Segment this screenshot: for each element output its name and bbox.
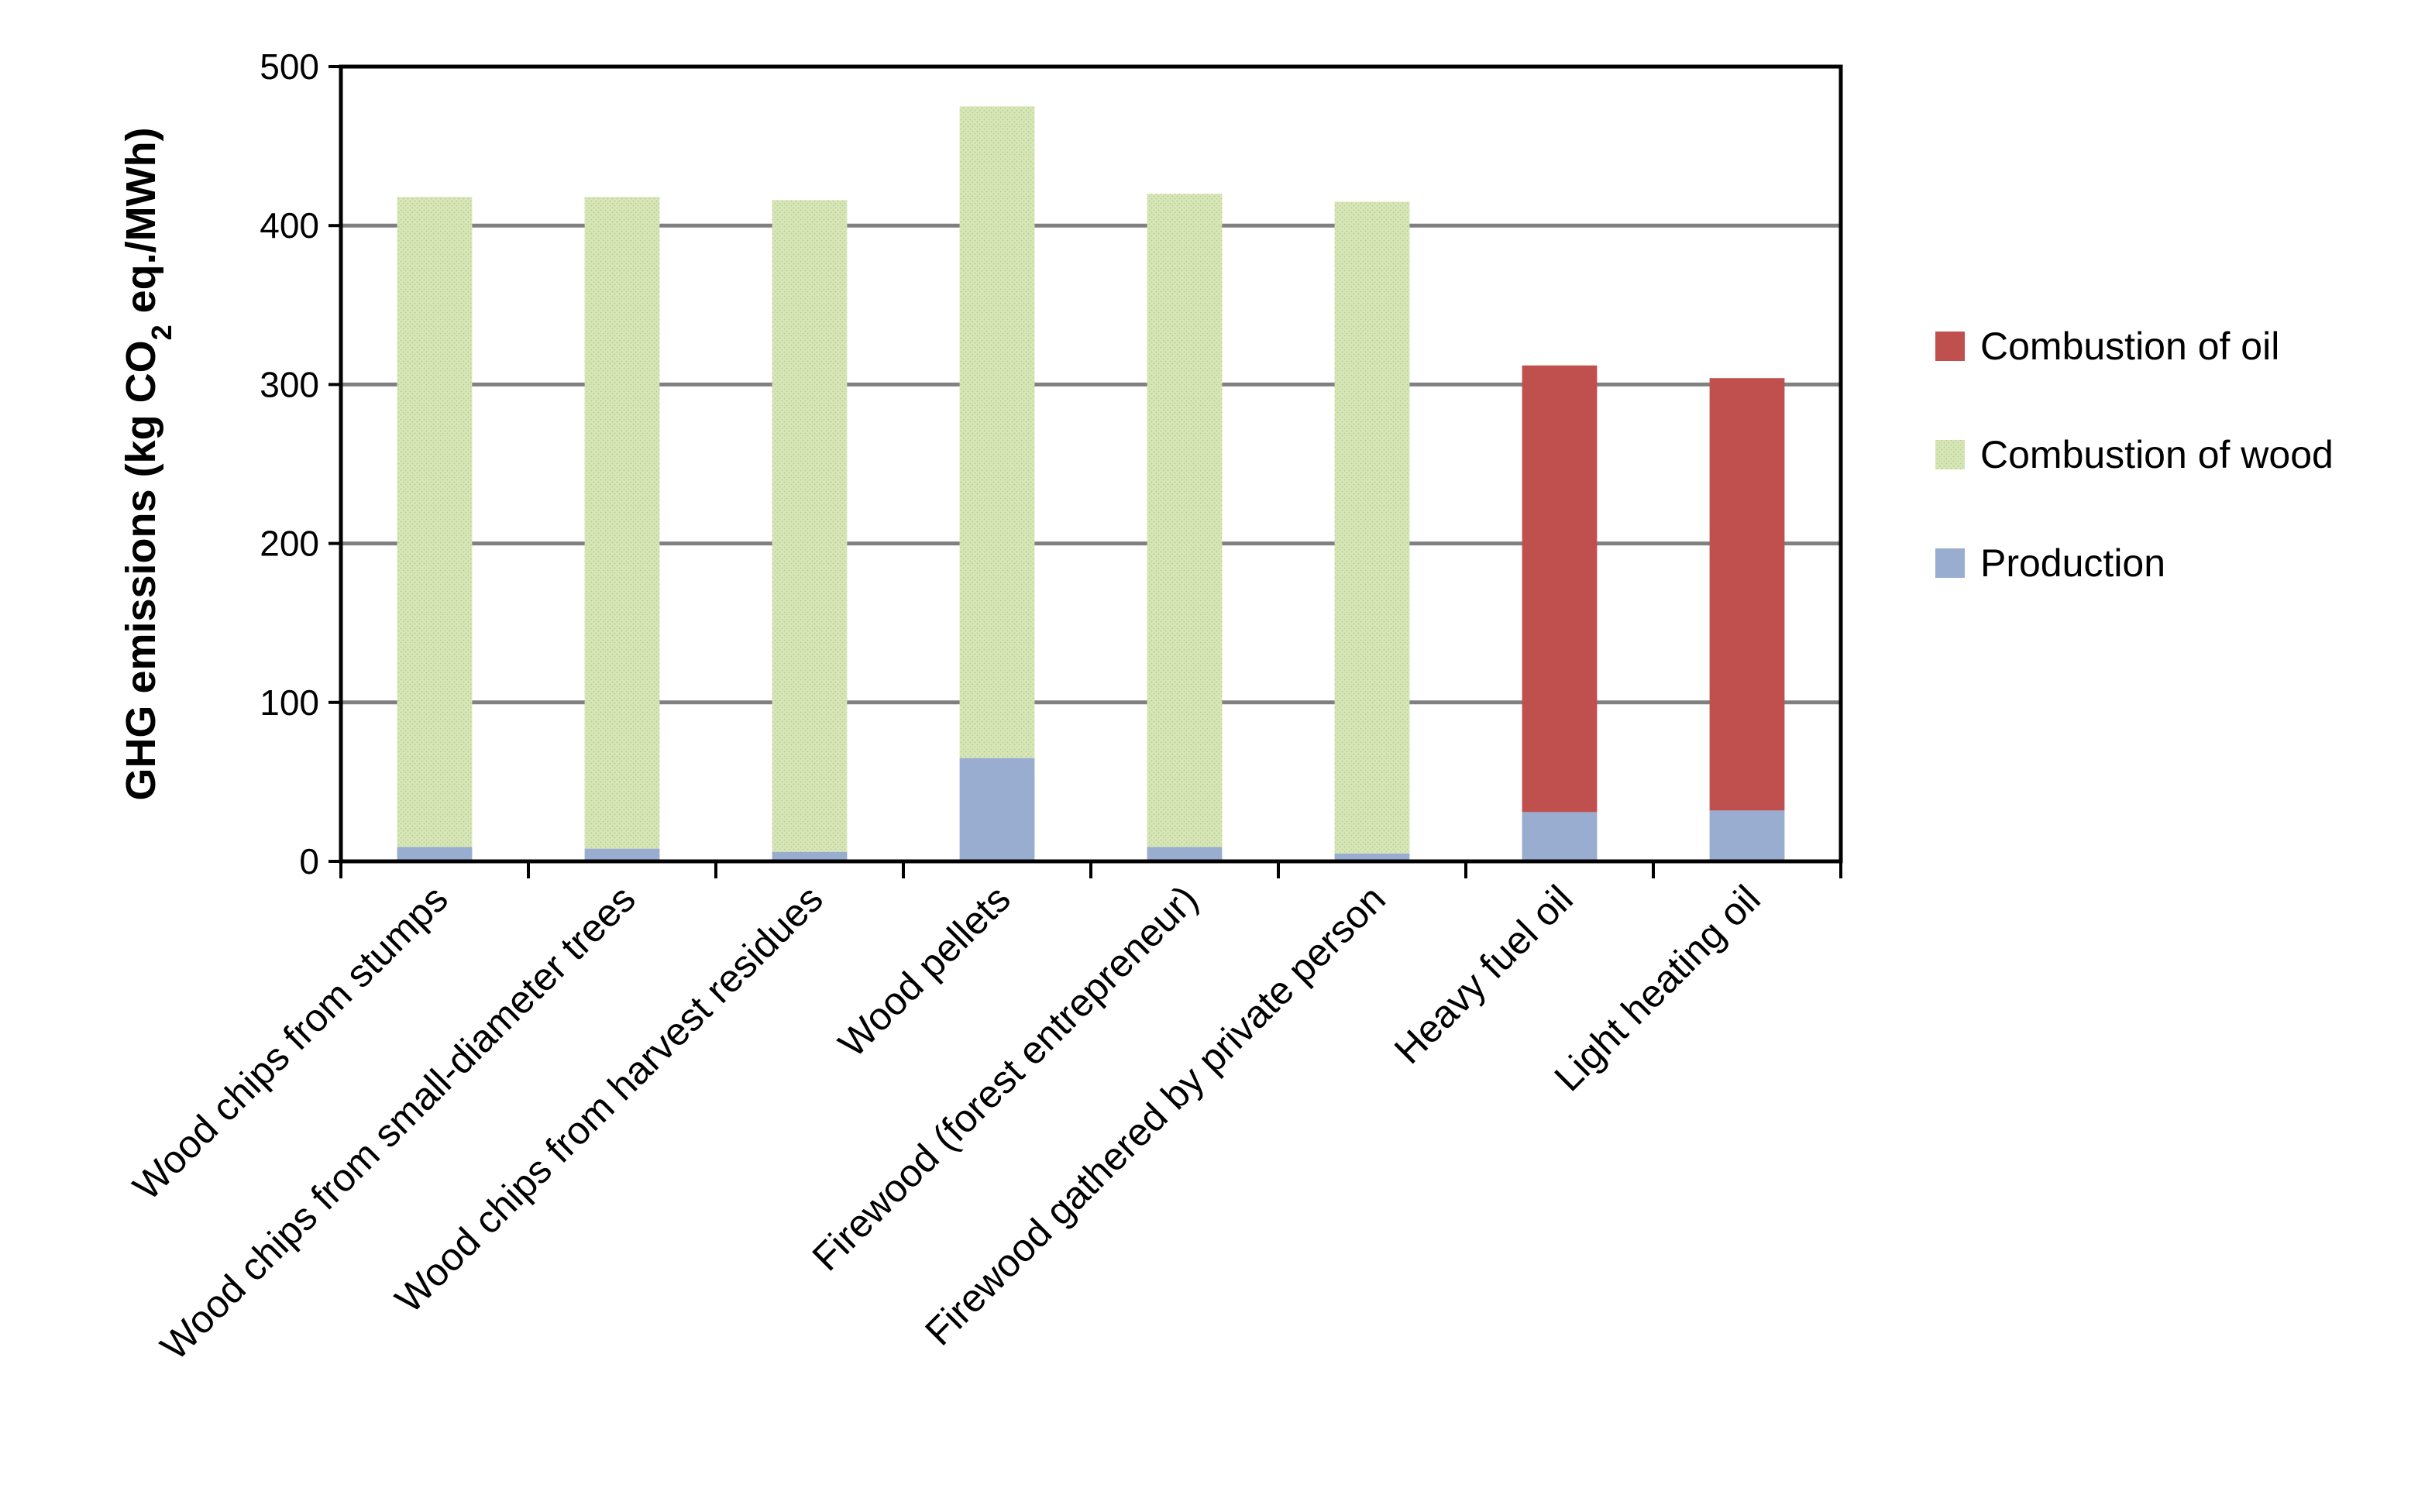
bar-combustion-of-wood bbox=[959, 106, 1035, 758]
bar-production bbox=[1522, 812, 1598, 861]
bar-production bbox=[1709, 810, 1785, 861]
bar-production bbox=[772, 851, 848, 861]
x-category-label: Wood chips from harvest residues bbox=[387, 877, 831, 1321]
legend-label: Combustion of oil bbox=[1980, 325, 2279, 368]
x-category-label: Light heating oil bbox=[1546, 877, 1768, 1099]
x-category-label: Heavy fuel oil bbox=[1386, 877, 1581, 1072]
x-category-label: Wood chips from stumps bbox=[125, 877, 456, 1208]
y-axis-title: GHG emissions (kg CO2 eq./MWh) bbox=[118, 127, 177, 800]
y-tick-label: 100 bbox=[260, 682, 319, 723]
bar-production bbox=[959, 758, 1035, 861]
y-tick-label: 400 bbox=[260, 205, 319, 246]
legend-label: Production bbox=[1980, 541, 2165, 585]
bar-combustion-of-wood bbox=[1147, 194, 1223, 847]
gridlines bbox=[341, 223, 1841, 705]
y-tick-label: 500 bbox=[260, 46, 319, 87]
bar-production bbox=[397, 847, 473, 861]
bar-combustion-of-oil bbox=[1709, 378, 1785, 811]
legend: Combustion of oil Combustion of wood Produ… bbox=[1935, 325, 2334, 585]
bar-production bbox=[584, 848, 660, 861]
axes bbox=[328, 64, 1843, 878]
bar-production bbox=[1334, 853, 1410, 861]
bar-combustion-of-wood bbox=[1334, 201, 1410, 854]
legend-swatch bbox=[1935, 440, 1965, 469]
bar-combustion-of-oil bbox=[1522, 365, 1598, 813]
bar-production bbox=[1147, 847, 1223, 861]
bar-combustion-of-wood bbox=[584, 197, 660, 849]
bar-combustion-of-wood bbox=[397, 197, 473, 847]
bar-combustion-of-wood bbox=[772, 200, 848, 852]
x-category-label: Wood pellets bbox=[830, 877, 1018, 1065]
legend-swatch bbox=[1935, 332, 1965, 361]
y-tick-label: 200 bbox=[260, 524, 319, 564]
legend-swatch bbox=[1935, 548, 1965, 578]
y-tick-label: 300 bbox=[260, 364, 319, 404]
x-category-label: Firewood (forest entrepreneur) bbox=[804, 877, 1206, 1279]
y-tick-label: 0 bbox=[299, 841, 319, 881]
legend-label: Combustion of wood bbox=[1980, 433, 2334, 476]
plot-frame bbox=[339, 64, 1843, 864]
bars bbox=[397, 106, 1785, 861]
